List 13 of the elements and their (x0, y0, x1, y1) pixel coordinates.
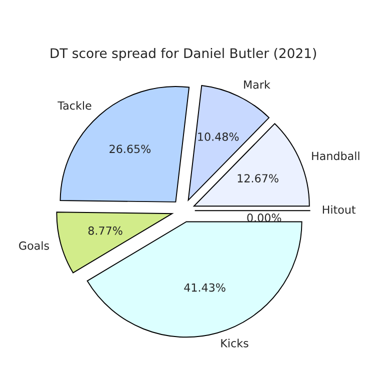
data-label: 12.67% (238, 174, 278, 182)
slice-label: Mark (244, 80, 270, 89)
slice-label: Tackle (58, 101, 92, 110)
data-label: 41.43% (184, 283, 226, 292)
text: 0.00% (247, 214, 282, 222)
category-label: Hitout (322, 205, 356, 214)
slice-label: Kicks (221, 338, 248, 348)
data-label: 8.77% (88, 226, 122, 235)
data-label: 26.65% (110, 144, 151, 154)
chart-title: DT score spread for Daniel Butler (2021) (50, 48, 316, 61)
slice-label: Goals (19, 241, 49, 250)
data-label: 10.48% (198, 132, 239, 141)
slice-label: Handball (312, 152, 360, 160)
